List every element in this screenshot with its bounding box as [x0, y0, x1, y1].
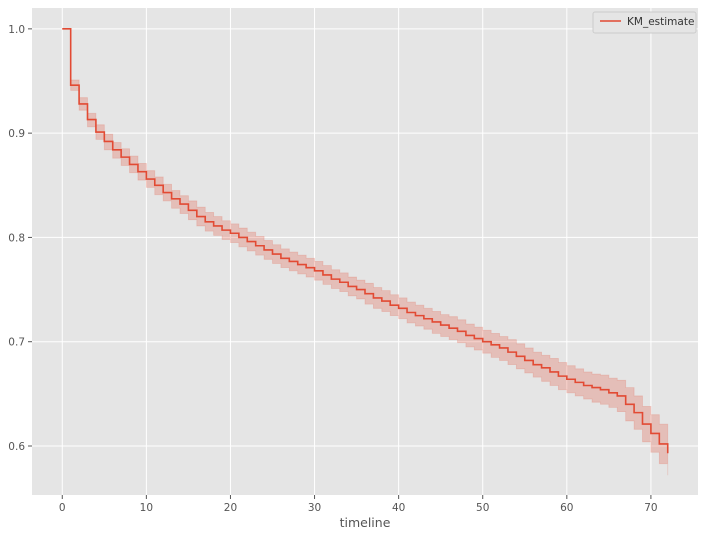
y-tick-label: 0.9	[8, 128, 25, 140]
x-tick-label: 30	[308, 502, 321, 514]
grid-lines	[32, 8, 698, 495]
y-tick-labels: 0.6 0.7 0.8 0.9 1.0	[8, 24, 32, 453]
x-tick-label: 40	[392, 502, 405, 514]
x-tick-label: 50	[476, 502, 489, 514]
x-tick-label: 60	[560, 502, 573, 514]
plot-background	[32, 8, 698, 495]
x-axis-label: timeline	[340, 515, 391, 530]
y-tick-label: 1.0	[8, 24, 25, 36]
legend-label-km-estimate: KM_estimate	[627, 16, 694, 28]
confidence-band-layer	[62, 28, 669, 476]
x-tick-label: 10	[140, 502, 153, 514]
x-tick-label: 20	[224, 502, 237, 514]
y-tick-label: 0.8	[8, 232, 25, 244]
legend-box	[592, 11, 697, 34]
confidence-band-km-estimate	[62, 28, 669, 476]
series-line-layer	[62, 28, 669, 454]
y-tick-label: 0.6	[8, 441, 25, 453]
x-tick-label: 0	[59, 502, 66, 514]
y-tick-label: 0.7	[8, 337, 25, 349]
series-line-km-estimate	[62, 28, 669, 454]
x-tick-label: 70	[644, 502, 657, 514]
x-tick-labels: 0 10 20 30 40 50 60 70	[59, 495, 658, 514]
legend: KM_estimate	[592, 11, 697, 34]
